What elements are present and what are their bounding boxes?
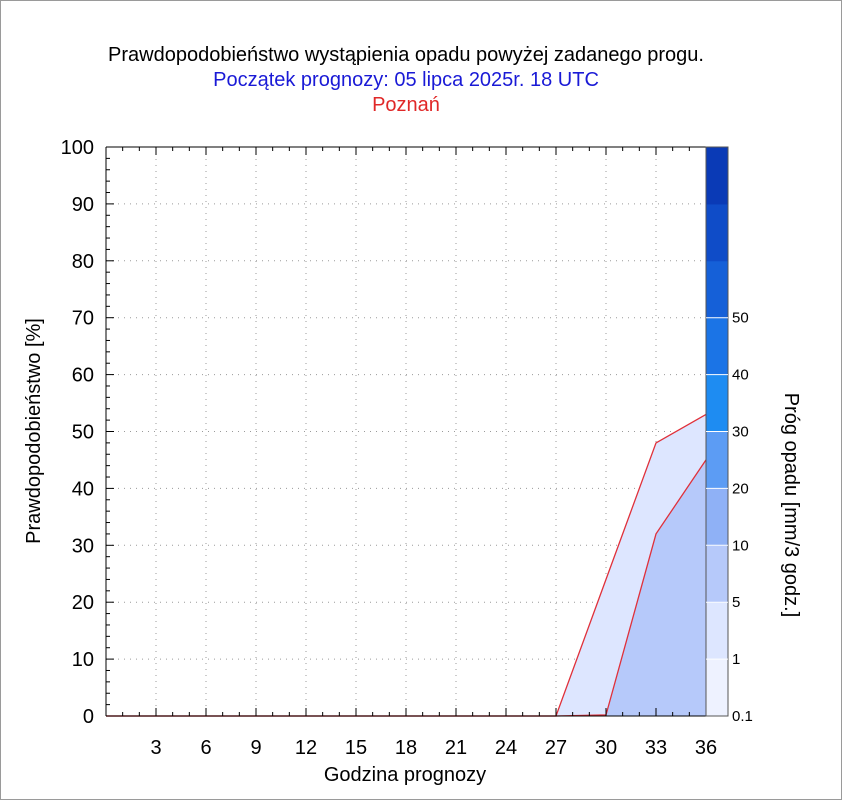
y-tick-label: 20 <box>72 592 94 614</box>
x-tick-label: 6 <box>200 737 211 759</box>
x-axis-label: Godzina prognozy <box>324 764 486 786</box>
x-tick-label: 36 <box>695 737 717 759</box>
y-tick-label: 30 <box>72 535 94 557</box>
colorbar-tick-label: 20 <box>732 480 749 497</box>
y-tick-label: 10 <box>72 649 94 671</box>
x-tick-label: 3 <box>150 737 161 759</box>
colorbar-tick-label: 30 <box>732 424 749 441</box>
y-tick-label: 40 <box>72 478 94 500</box>
colorbar-segment <box>706 545 728 603</box>
x-tick-label: 33 <box>645 737 667 759</box>
x-tick-label: 27 <box>545 737 567 759</box>
x-tick-label: 18 <box>395 737 417 759</box>
colorbar-segment <box>706 431 728 489</box>
x-tick-label: 12 <box>295 737 317 759</box>
colorbar-label: Próg opadu [mm/3 godz.] <box>780 393 802 618</box>
colorbar-segment <box>706 374 728 432</box>
y-tick-label: 100 <box>61 137 94 159</box>
colorbar-segment <box>706 260 728 319</box>
x-tick-label: 9 <box>250 737 261 759</box>
colorbar-segment <box>706 317 728 376</box>
y-tick-label: 0 <box>83 706 94 728</box>
colorbar-tick-label: 40 <box>732 367 749 384</box>
colorbar-tick-label: 50 <box>732 310 749 327</box>
y-tick-label: 80 <box>72 251 94 273</box>
y-axis-label: Prawdopodobieństwo [%] <box>23 318 45 544</box>
y-tick-label: 90 <box>72 194 94 216</box>
colorbar-tick-label: 1 <box>732 651 740 668</box>
y-tick-label: 70 <box>72 308 94 330</box>
colorbar: 0.1 1 5 10 20 30 40 50 <box>705 146 753 725</box>
x-tick-label: 15 <box>345 737 367 759</box>
chart-location: Poznań <box>372 94 440 116</box>
colorbar-tick-label: 0.1 <box>732 708 753 725</box>
x-tick-label: 30 <box>595 737 617 759</box>
x-tick-label: 21 <box>445 737 467 759</box>
chart-subtitle: Początek prognozy: 05 lipca 2025r. 18 UT… <box>213 69 599 91</box>
colorbar-segment <box>706 203 728 262</box>
axes: 3 6 9 12 15 18 21 24 27 30 33 360102030405060708090… <box>61 137 718 759</box>
colorbar-segment <box>706 602 728 660</box>
colorbar-segment <box>706 488 728 546</box>
y-tick-label: 60 <box>72 365 94 387</box>
colorbar-tick-label: 10 <box>732 537 749 554</box>
colorbar-tick-label: 5 <box>732 594 740 611</box>
series-area-1 <box>106 459 706 716</box>
x-tick-label: 24 <box>495 737 517 759</box>
y-tick-label: 50 <box>72 422 94 444</box>
colorbar-segment <box>706 147 728 205</box>
chart-title: Prawdopodobieństwo wystąpienia opadu pow… <box>108 44 704 66</box>
colorbar-segment <box>706 659 728 717</box>
